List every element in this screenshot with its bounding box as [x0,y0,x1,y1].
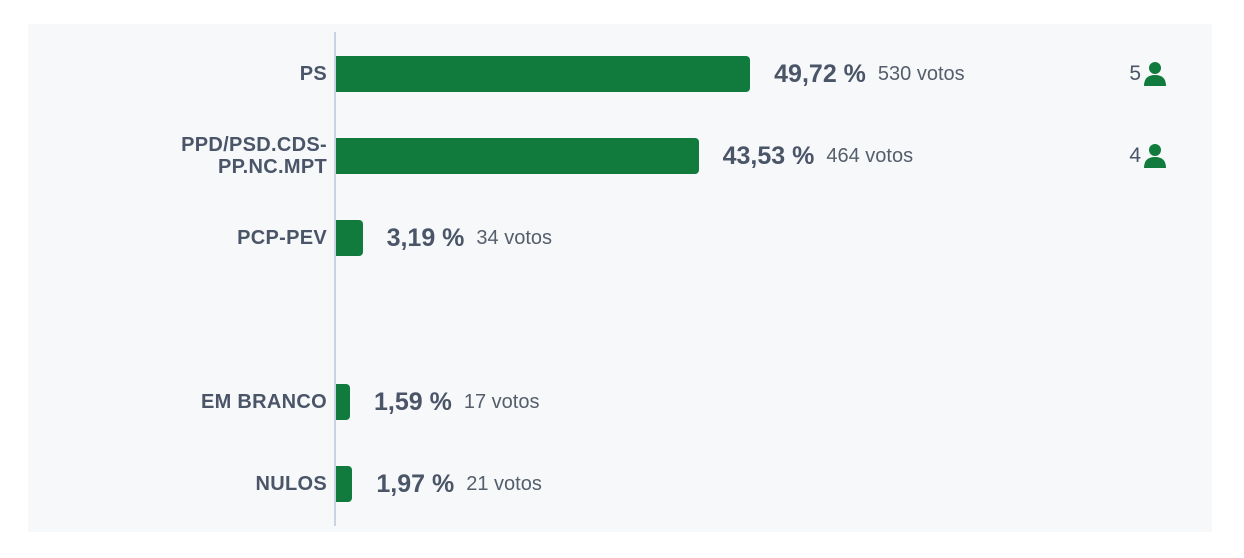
seat-count: 4 [1129,144,1141,167]
category-label: PPD/PSD.CDS-PP.NC.MPT [181,134,327,178]
category-label: NULOS [255,473,327,495]
bar-row: EM BRANCO 1,59 % 17 votos [0,384,1244,420]
bar [336,138,699,174]
bar-row: PPD/PSD.CDS-PP.NC.MPT 43,53 % 464 votos 4 [0,134,1244,178]
percent-label: 1,97 % [376,469,455,498]
votes-label: 530 votos [877,62,965,85]
percent-label: 1,59 % [374,387,452,416]
axis-line [334,32,336,526]
seat-icon [1141,144,1166,168]
chart-panel [28,24,1212,532]
seats: 5 [1100,56,1166,92]
category-label: EM BRANCO [200,391,327,413]
value-label-group: 1,97 % 21 votos [376,466,541,502]
value-label-group: 43,53 % 464 votos [723,138,913,174]
seats: 4 [1100,138,1166,174]
value-label-group: 49,72 % 530 votos [774,56,964,92]
votes-label: 34 votos [476,226,553,249]
value-label-group: 1,59 % 17 votos [374,384,539,420]
category-label: PCP-PEV [237,227,327,249]
percent-label: 3,19 % [386,223,465,252]
bar [336,220,363,256]
percent-label: 49,72 % [774,59,866,88]
bar [336,56,751,92]
category-label: PS [299,63,327,85]
seat-icon [1141,62,1166,86]
bar-row: NULOS 1,97 % 21 votos [0,466,1244,502]
seat-count: 5 [1129,62,1141,85]
bar [336,466,353,502]
bar-row: PCP-PEV 3,19 % 34 votos [0,220,1244,256]
value-label-group: 3,19 % 34 votos [387,220,552,256]
bar-row: PS 49,72 % 530 votos 5 [0,56,1244,92]
percent-label: 43,53 % [722,141,815,170]
votes-label: 17 votos [463,390,540,413]
votes-label: 21 votos [466,472,542,495]
votes-label: 464 votos [826,144,914,167]
bar [336,384,350,420]
